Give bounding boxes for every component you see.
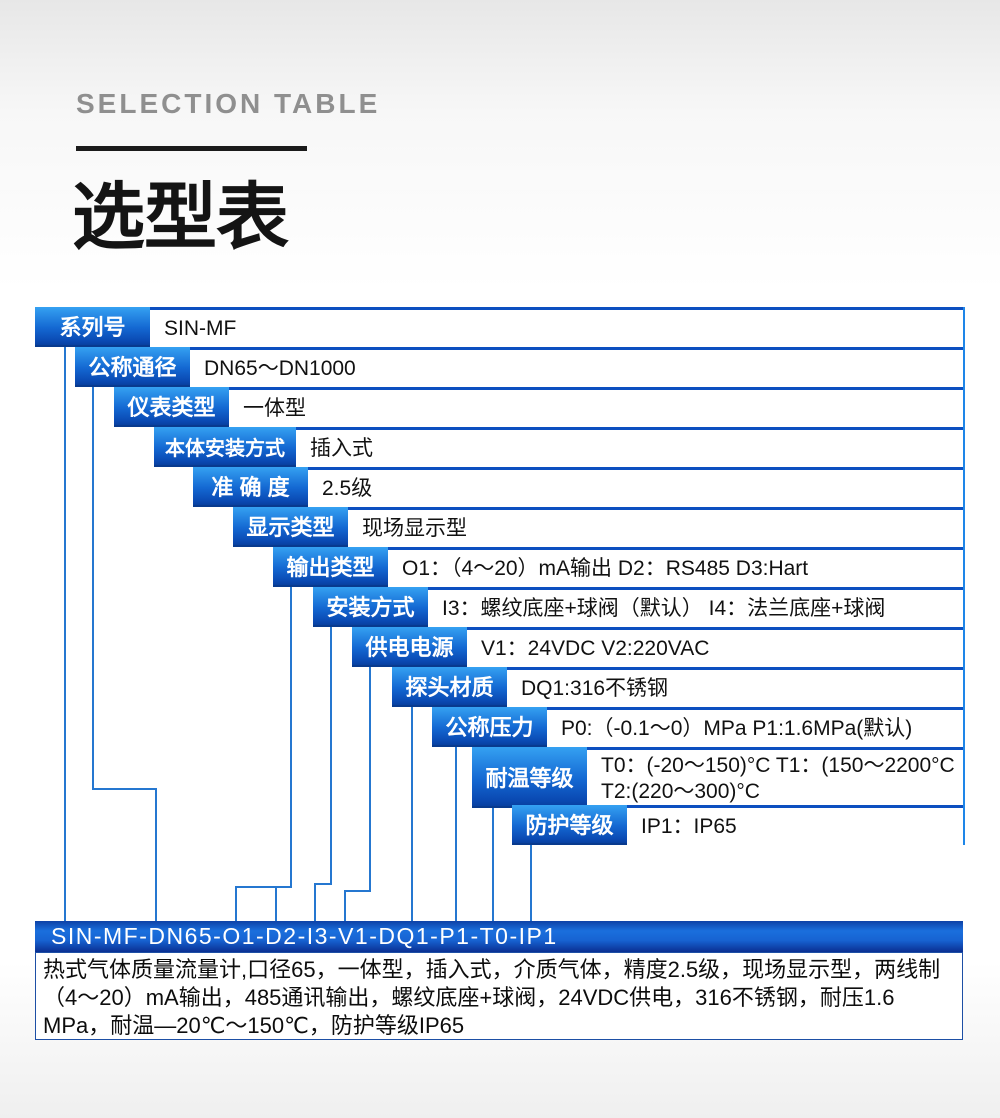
row-label: 防护等级 [512,805,627,845]
table-row-series: 系列号 SIN-MF [35,307,963,347]
row-label: 输出类型 [273,547,388,587]
connector-line-output-drop-d2 [275,886,277,923]
connector-line-diameter-jog [92,788,157,790]
connector-line-protection [530,845,532,923]
product-description: 热式气体质量流量计,口径65，一体型，插入式，介质气体，精度2.5级，现场显示型… [35,952,963,1040]
table-row-mounting: 安装方式 I3：螺纹底座+球阀（默认） I4：法兰底座+球阀 [313,587,963,627]
row-value-text: 一体型 [243,396,306,420]
connector-line-power-jog [344,890,371,892]
table-row-temperature: 耐温等级 T0：(-20～150)°C T1：(150～2200°C T2:(2… [472,747,963,808]
row-label: 耐温等级 [472,747,587,808]
row-value: 2.5级 [308,470,963,507]
row-label: 仪表类型 [114,387,229,427]
connector-line-mounting [330,627,332,885]
row-value: IP1：IP65 [627,808,963,845]
row-label: 供电电源 [352,627,467,667]
row-value: V1：24VDC V2:220VAC [467,630,963,667]
table-row-instrument-type: 仪表类型 一体型 [114,387,963,427]
row-label: 探头材质 [392,667,507,707]
row-value: SIN-MF [150,310,963,347]
table-row-protection: 防护等级 IP1：IP65 [512,805,963,845]
heading-underline [76,146,307,151]
connector-line-diameter-drop [155,788,157,923]
row-value: DQ1:316不锈钢 [507,670,963,707]
connector-line-power [369,667,371,892]
row-value-text: I3：螺纹底座+球阀（默认） I4：法兰底座+球阀 [442,596,886,620]
row-label: 公称压力 [432,707,547,747]
eyebrow-heading: SELECTION TABLE [76,88,381,119]
table-row-output-type: 输出类型 O1：（4～20）mA输出 D2：RS485 D3:Hart [273,547,963,587]
row-value-text: DN65～DN1000 [204,356,356,380]
connector-line-series [64,347,66,923]
connector-line-pressure [455,747,457,923]
row-value: 现场显示型 [348,510,963,547]
connector-line-probe [411,707,413,923]
row-value-text: V1：24VDC V2:220VAC [481,636,710,660]
table-row-body-mounting: 本体安装方式 插入式 [154,427,963,467]
row-value: O1：（4～20）mA输出 D2：RS485 D3:Hart [388,550,963,587]
row-value: P0:（-0.1～0）MPa P1:1.6MPa(默认) [547,710,963,747]
row-value-text: 2.5级 [322,476,373,500]
row-value-line2: T2:(220～300)°C [601,780,760,803]
row-value-line1: T0：(-20～150)°C T1：(150～2200°C [601,754,955,777]
row-value-text: O1：（4～20）mA输出 D2：RS485 D3:Hart [402,556,809,580]
table-row-accuracy: 准 确 度 2.5级 [193,467,963,507]
row-value-text: IP1：IP65 [641,814,737,838]
page-title: 选型表 [72,177,289,258]
row-label: 准 确 度 [193,467,308,507]
row-value-text: P0:（-0.1～0）MPa P1:1.6MPa(默认) [561,716,913,740]
table-row-power-supply: 供电电源 V1：24VDC V2:220VAC [352,627,963,667]
row-label: 系列号 [35,307,150,347]
row-value-text: 插入式 [310,436,373,460]
row-value: 插入式 [296,430,963,467]
connector-line-output-jog [235,886,292,888]
connector-line-power-drop [344,890,346,923]
row-value: 一体型 [229,390,963,427]
row-label: 本体安装方式 [154,427,296,467]
row-value-text: 现场显示型 [362,516,467,540]
connector-line-temperature [492,805,494,923]
connector-line-output [290,587,292,888]
row-value-text: DQ1:316不锈钢 [521,676,669,700]
connector-line-output-drop-o1 [235,886,237,923]
table-row-display-type: 显示类型 现场显示型 [233,507,963,547]
table-row-diameter: 公称通径 DN65～DN1000 [75,347,963,387]
connector-line-mounting-drop [314,883,316,923]
row-label: 安装方式 [313,587,428,627]
row-label: 显示类型 [233,507,348,547]
row-label: 公称通径 [75,347,190,387]
table-row-probe-material: 探头材质 DQ1:316不锈钢 [392,667,963,707]
table-row-pressure: 公称压力 P0:（-0.1～0）MPa P1:1.6MPa(默认) [432,707,963,747]
row-value: DN65～DN1000 [190,350,963,387]
connector-line-mounting-jog [314,883,332,885]
row-value: T0：(-20～150)°C T1：(150～2200°C T2:(220～30… [587,750,963,808]
model-rows: 系列号 SIN-MF 公称通径 DN65～DN1000 仪表类型 一体型 本体安… [35,307,965,845]
row-value: I3：螺纹底座+球阀（默认） I4：法兰底座+球阀 [428,590,963,627]
row-value-text: SIN-MF [164,316,237,340]
model-code-bar: SIN-MF-DN65-O1-D2-I3-V1-DQ1-P1-T0-IP1 [35,921,963,952]
connector-line-diameter [92,387,94,790]
